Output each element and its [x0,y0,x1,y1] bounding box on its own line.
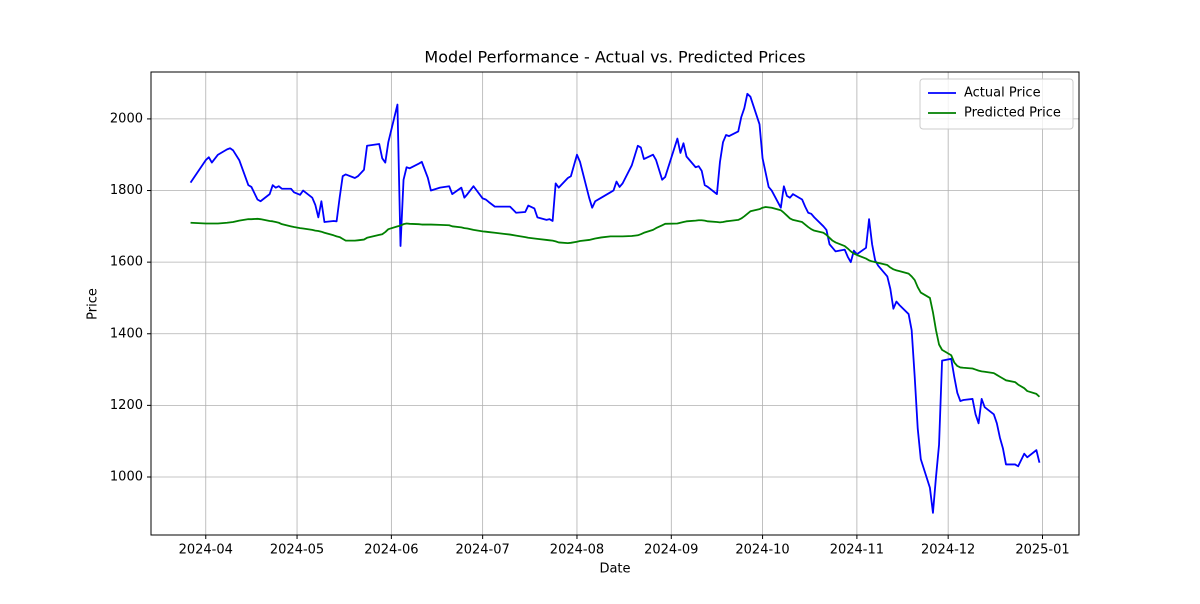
y-tick-label: 1600 [110,255,143,270]
x-tick-label: 2024-07 [455,543,509,558]
data-line [190,206,1041,398]
y-tick-label: 1400 [110,326,143,341]
data-line [189,92,1041,514]
x-tick-label: 2024-09 [644,543,698,558]
x-tick-label: 2024-10 [735,543,789,558]
y-tick-label: 2000 [110,111,143,126]
x-tick-label: 2025-01 [1015,543,1069,558]
x-tick-label: 2024-12 [921,543,975,558]
legend-label: Actual Price [964,86,1041,101]
x-tick-label: 2024-05 [270,543,324,558]
x-tick-label: 2024-06 [364,543,418,558]
plot-frame [150,71,1080,536]
y-tick-label: 1200 [110,398,143,413]
x-tick-label: 2024-11 [830,543,884,558]
y-tick-label: 1800 [110,183,143,198]
y-axis-label: Price [86,288,101,320]
legend-box [919,78,1074,130]
x-axis-label: Date [599,562,630,577]
x-tick-label: 2024-08 [550,543,604,558]
x-tick-label: 2024-04 [179,543,233,558]
y-tick-label: 1000 [110,469,143,484]
legend-label: Predicted Price [964,106,1061,121]
chart-title: Model Performance - Actual vs. Predicted… [424,48,805,67]
